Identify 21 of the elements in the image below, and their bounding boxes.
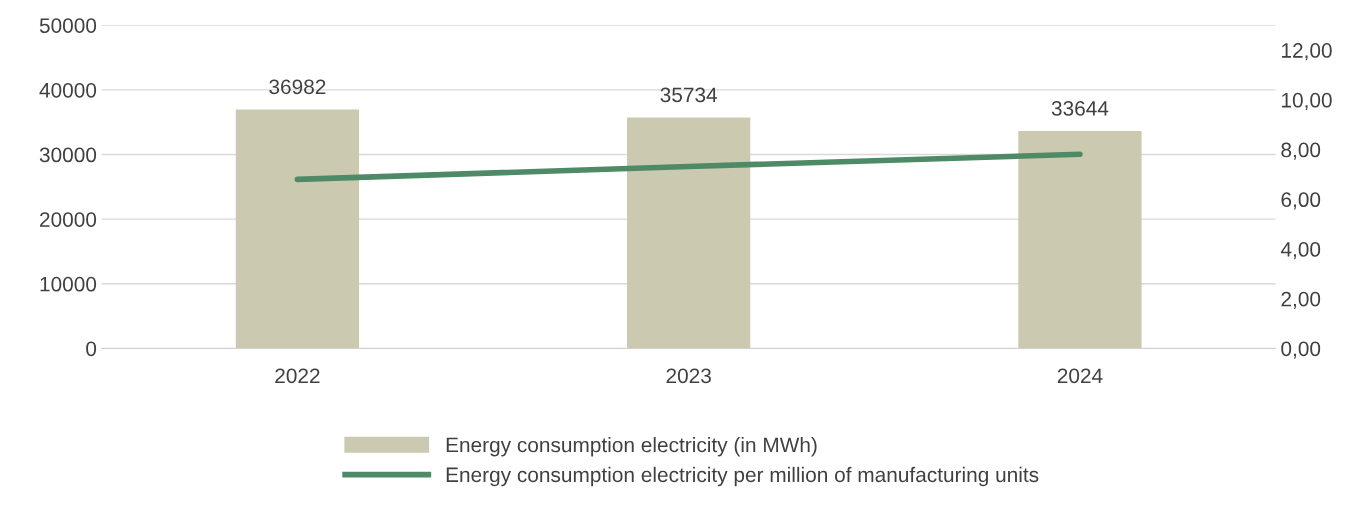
legend-label: Energy consumption electricity per million of manufacturing units: [446, 466, 1039, 487]
y2-tick-label: 12,00: [1282, 43, 1332, 61]
y2-tick-label: 8,00: [1281, 142, 1321, 160]
legend-label: Energy consumption electricity (in MWh): [446, 436, 817, 457]
y2-tick-label: 10,00: [1282, 92, 1332, 111]
x-tick-label: 2022: [275, 368, 320, 384]
x-tick-label: 2023: [666, 368, 711, 384]
y-tick-label: 30000: [39, 147, 97, 163]
x-tick-label: 2024: [1057, 368, 1103, 384]
y-tick-label: 40000: [39, 82, 97, 98]
y-tick-label: 50000: [39, 18, 97, 33]
y-tick-label: 0: [86, 341, 97, 357]
text: 35734: [660, 87, 718, 103]
y2-tick-label: 0,00: [1281, 341, 1321, 359]
y2-tick-label: 4,00: [1280, 242, 1321, 260]
text: 36982: [269, 79, 326, 95]
y2-tick-label: 6,00: [1281, 192, 1321, 210]
y-tick-label: 20000: [40, 212, 97, 227]
y-tick-label: 10000: [40, 276, 97, 292]
y2-tick-label: 2,00: [1281, 291, 1321, 309]
text: 33644: [1051, 100, 1109, 116]
